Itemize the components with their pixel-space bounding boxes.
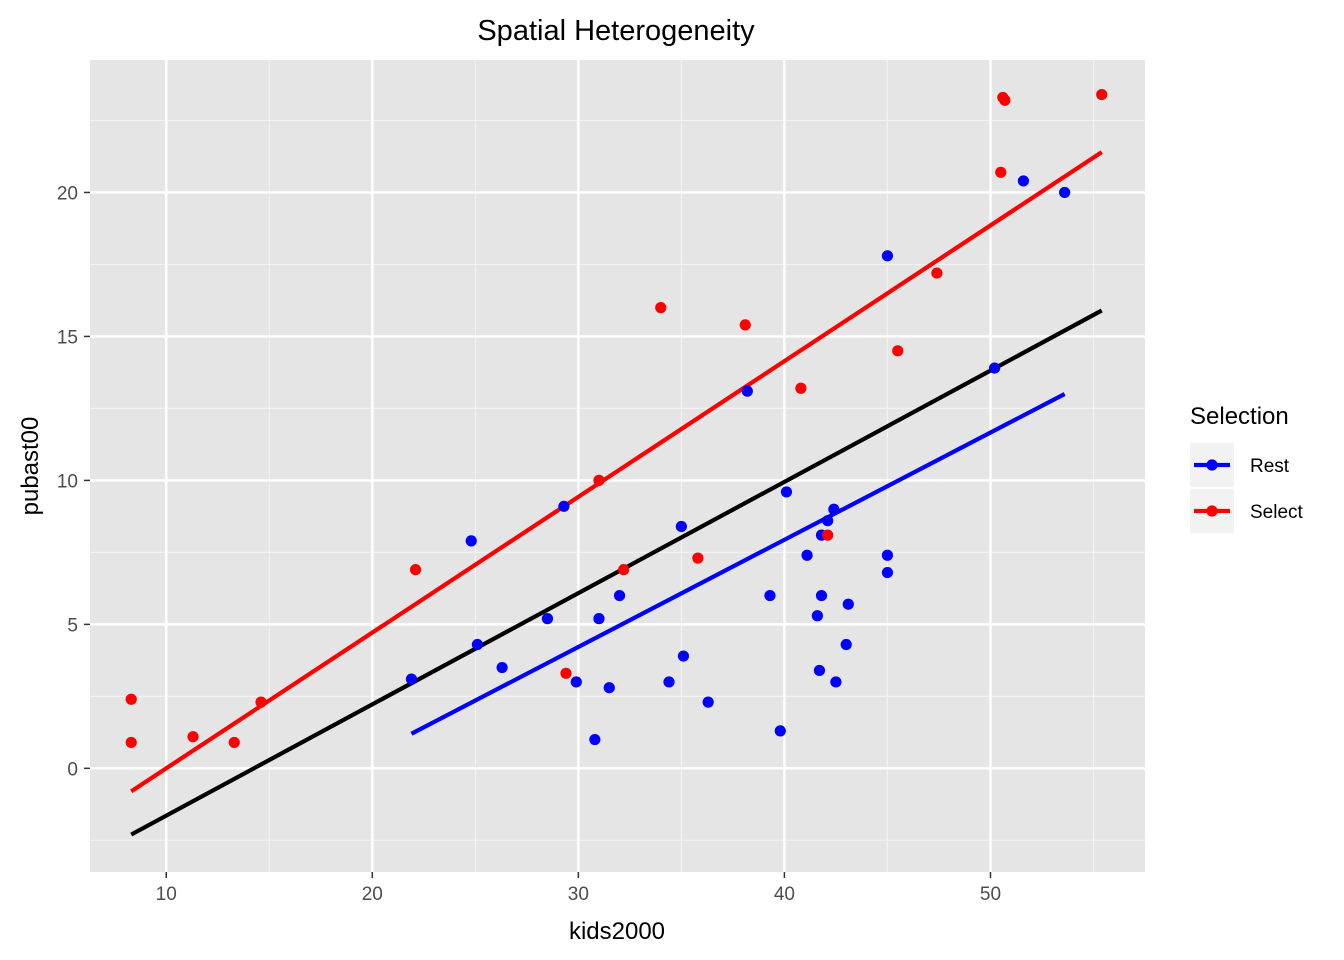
point-select bbox=[822, 529, 834, 541]
point-rest bbox=[881, 250, 894, 262]
y-tick-label: 10 bbox=[57, 471, 78, 492]
point-rest bbox=[813, 664, 826, 677]
point-rest bbox=[496, 661, 508, 674]
point-rest bbox=[988, 362, 1001, 374]
legend-label-select: Select bbox=[1250, 502, 1304, 523]
y-tick-label: 5 bbox=[67, 615, 78, 636]
point-rest bbox=[570, 676, 582, 688]
y-axis-title: pubast00 bbox=[17, 417, 44, 516]
fit-line-rest bbox=[410, 392, 1066, 736]
point-select bbox=[125, 693, 137, 705]
point-select bbox=[409, 564, 422, 576]
point-rest bbox=[663, 676, 675, 688]
point-rest bbox=[593, 613, 605, 625]
point-select bbox=[999, 94, 1011, 106]
point-select bbox=[593, 474, 605, 486]
x-tick-label: 10 bbox=[156, 884, 177, 905]
y-tick-label: 0 bbox=[67, 759, 78, 780]
point-rest bbox=[558, 500, 570, 512]
legend: Selection Rest Select bbox=[1190, 403, 1304, 533]
point-select bbox=[931, 267, 943, 279]
point-rest bbox=[840, 638, 852, 651]
x-axis-title: kids2000 bbox=[569, 918, 665, 945]
legend-label-rest: Rest bbox=[1250, 456, 1290, 477]
point-rest bbox=[613, 589, 626, 602]
point-rest bbox=[675, 520, 687, 533]
point-select bbox=[692, 552, 704, 564]
x-tick-label: 30 bbox=[568, 884, 589, 905]
x-tick-label: 50 bbox=[980, 884, 1001, 905]
point-rest bbox=[741, 385, 753, 397]
point-rest bbox=[1059, 186, 1071, 199]
point-select bbox=[1096, 88, 1108, 101]
plot-panel bbox=[90, 60, 1145, 872]
point-rest bbox=[471, 638, 483, 651]
point-rest bbox=[465, 535, 477, 547]
point-select bbox=[739, 319, 751, 331]
point-select bbox=[255, 696, 267, 708]
point-select bbox=[125, 736, 137, 749]
point-select bbox=[795, 382, 807, 394]
legend-key-point bbox=[1206, 459, 1218, 471]
y-tick-label: 20 bbox=[57, 183, 78, 204]
point-rest bbox=[822, 515, 834, 527]
point-rest bbox=[764, 589, 776, 602]
legend-title: Selection bbox=[1190, 403, 1289, 430]
point-rest bbox=[801, 549, 813, 561]
point-select bbox=[187, 731, 199, 743]
point-rest bbox=[815, 589, 828, 602]
fit-line-select bbox=[130, 150, 1103, 794]
point-rest bbox=[677, 650, 690, 662]
point-rest bbox=[828, 503, 840, 515]
point-select bbox=[655, 302, 667, 314]
point-rest bbox=[405, 673, 418, 685]
point-rest bbox=[811, 610, 823, 622]
point-rest bbox=[774, 725, 786, 737]
point-select bbox=[995, 166, 1007, 178]
point-rest bbox=[603, 682, 615, 694]
point-rest bbox=[589, 733, 601, 746]
fit-lines bbox=[130, 150, 1103, 837]
fit-line-overall bbox=[130, 308, 1103, 837]
y-tick-label: 15 bbox=[57, 327, 78, 348]
point-rest bbox=[881, 566, 894, 579]
x-tick-label: 40 bbox=[774, 884, 795, 905]
point-select bbox=[892, 345, 904, 357]
point-select bbox=[560, 667, 572, 679]
point-select bbox=[618, 564, 630, 576]
grid-minor bbox=[90, 60, 1145, 872]
data-points bbox=[125, 88, 1108, 749]
point-rest bbox=[881, 549, 894, 561]
x-axis-ticks: 10 20 30 40 50 bbox=[156, 872, 1001, 905]
point-rest bbox=[702, 696, 714, 708]
y-axis-ticks: 0 5 10 15 20 bbox=[57, 183, 90, 780]
point-rest bbox=[1017, 175, 1030, 187]
legend-key-point bbox=[1206, 505, 1218, 517]
x-tick-label: 20 bbox=[362, 884, 383, 905]
point-rest bbox=[541, 613, 554, 625]
point-rest bbox=[842, 598, 854, 610]
point-rest bbox=[830, 676, 842, 688]
point-rest bbox=[780, 486, 793, 498]
point-select bbox=[228, 736, 240, 749]
chart-title: Spatial Heterogeneity bbox=[477, 15, 755, 47]
